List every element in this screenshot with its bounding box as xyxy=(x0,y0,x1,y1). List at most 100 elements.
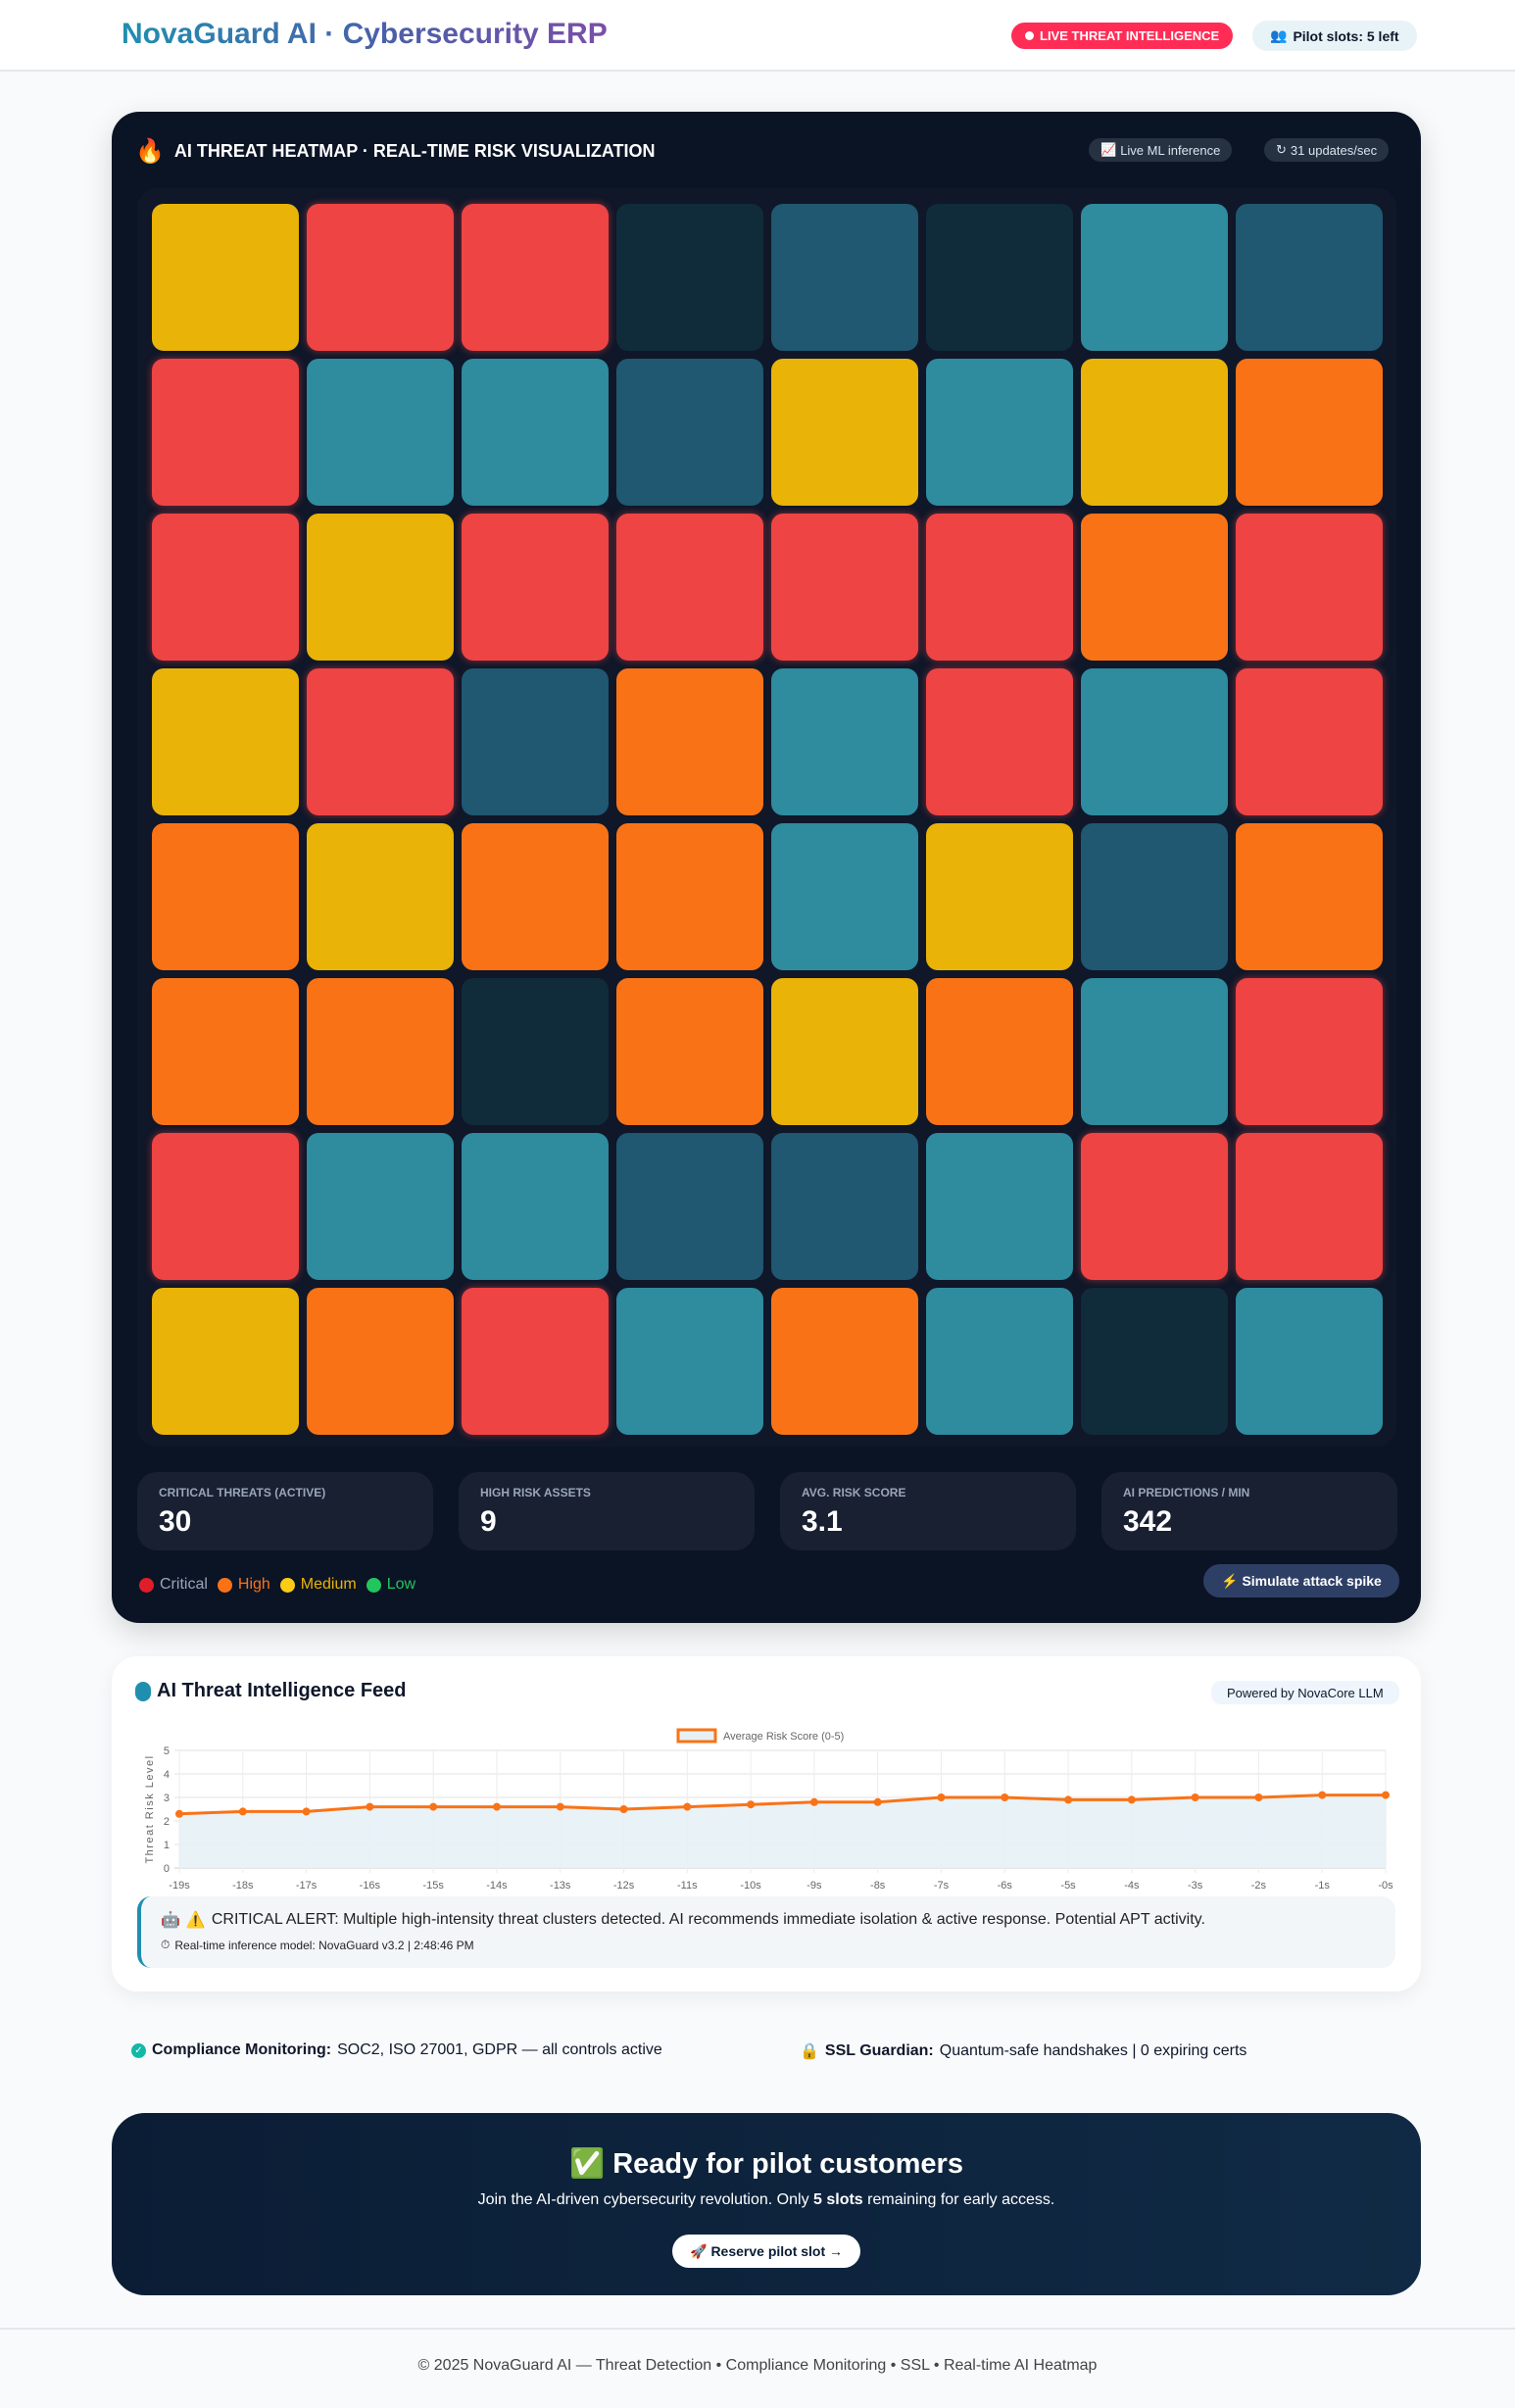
footer-divider xyxy=(0,2328,1515,2330)
heatmap-cell-critical[interactable] xyxy=(152,359,299,506)
legend-item-label: Medium xyxy=(300,1576,357,1593)
heatmap-cell-low_a[interactable] xyxy=(1081,668,1228,815)
heatmap-cell-medium[interactable] xyxy=(307,514,454,661)
heatmap-cell-low_b[interactable] xyxy=(771,1133,918,1280)
heatmap-cell-critical[interactable] xyxy=(771,514,918,661)
stat-label: CRITICAL THREATS (ACTIVE) xyxy=(159,1486,326,1499)
heatmap-cell-high[interactable] xyxy=(307,1288,454,1435)
heatmap-cell-high[interactable] xyxy=(152,978,299,1125)
heatmap-cell-low_a[interactable] xyxy=(616,1288,763,1435)
heatmap-cell-critical[interactable] xyxy=(152,514,299,661)
heatmap-cell-high[interactable] xyxy=(307,978,454,1125)
heatmap-cell-high[interactable] xyxy=(616,978,763,1125)
heatmap-cell-critical[interactable] xyxy=(1236,514,1383,661)
x-tick-label: -19s xyxy=(169,1880,190,1892)
updates-chip: ↻ 31 updates/sec xyxy=(1264,138,1390,162)
heatmap-cell-low_c[interactable] xyxy=(462,978,609,1125)
y-tick-label: 1 xyxy=(164,1840,170,1851)
heatmap-cell-low_a[interactable] xyxy=(462,1133,609,1280)
legend-dot-icon xyxy=(217,1577,232,1593)
heatmap-cell-low_b[interactable] xyxy=(616,1133,763,1280)
stat-value: 9 xyxy=(480,1505,497,1538)
heatmap-cell-high[interactable] xyxy=(462,823,609,970)
heatmap-cell-low_c[interactable] xyxy=(926,204,1073,351)
data-point xyxy=(1001,1794,1009,1801)
heatmap-cell-medium[interactable] xyxy=(152,668,299,815)
heatmap-cell-low_a[interactable] xyxy=(771,823,918,970)
heatmap-cell-critical[interactable] xyxy=(462,514,609,661)
heatmap-cell-critical[interactable] xyxy=(926,514,1073,661)
heatmap-cell-low_b[interactable] xyxy=(1081,823,1228,970)
heatmap-cell-high[interactable] xyxy=(771,1288,918,1435)
heatmap-cell-critical[interactable] xyxy=(926,668,1073,815)
x-tick-label: -6s xyxy=(998,1880,1013,1892)
heatmap-cell-critical[interactable] xyxy=(307,204,454,351)
heatmap-cell-critical[interactable] xyxy=(152,1133,299,1280)
heatmap-cell-low_b[interactable] xyxy=(1236,204,1383,351)
heatmap-cell-critical[interactable] xyxy=(1236,668,1383,815)
heatmap-cell-medium[interactable] xyxy=(1081,359,1228,506)
heatmap-cell-medium[interactable] xyxy=(307,823,454,970)
heatmap-cell-low_b[interactable] xyxy=(616,359,763,506)
legend-swatch xyxy=(676,1728,717,1744)
legend-item-label: High xyxy=(237,1576,270,1593)
users-icon: 👥 xyxy=(1270,27,1288,43)
data-point xyxy=(873,1797,882,1806)
critical-alert: 🤖 ⚠️ CRITICAL ALERT: Multiple high-intensi… xyxy=(137,1896,1395,1968)
footer-text: © 2025 NovaGuard AI — Threat Detection •… xyxy=(417,2357,1098,2374)
heatmap-cell-high[interactable] xyxy=(616,668,763,815)
heatmap-cell-low_a[interactable] xyxy=(1081,978,1228,1125)
heatmap-cell-low_b[interactable] xyxy=(771,204,918,351)
heatmap-cell-low_a[interactable] xyxy=(1081,204,1228,351)
heatmap-cell-high[interactable] xyxy=(152,823,299,970)
heatmap-cell-low_a[interactable] xyxy=(926,359,1073,506)
ssl-label: SSL Guardian: xyxy=(824,2042,934,2059)
heatmap-cell-low_a[interactable] xyxy=(771,668,918,815)
rocket-icon: 🚀 xyxy=(690,2242,708,2259)
heatmap-cell-critical[interactable] xyxy=(1236,978,1383,1125)
heatmap-cell-medium[interactable] xyxy=(926,823,1073,970)
heatmap-cell-high[interactable] xyxy=(1081,514,1228,661)
heatmap-cell-critical[interactable] xyxy=(462,204,609,351)
heatmap-panel xyxy=(137,188,1396,1447)
data-point xyxy=(619,1805,628,1813)
live-ml-chip: 📈 Live ML inference xyxy=(1089,138,1233,162)
live-threat-badge: LIVE THREAT INTELLIGENCE xyxy=(1011,23,1234,49)
heatmap-cell-low_c[interactable] xyxy=(616,204,763,351)
heatmap-cell-low_a[interactable] xyxy=(307,1133,454,1280)
heatmap-card: 🔥 AI THREAT HEATMAP · REAL-TIME RISK VISU… xyxy=(112,112,1421,1623)
heatmap-cell-low_a[interactable] xyxy=(926,1288,1073,1435)
heatmap-cell-critical[interactable] xyxy=(307,668,454,815)
y-tick-label: 0 xyxy=(164,1863,170,1875)
simulate-attack-button[interactable]: ⚡ Simulate attack spike xyxy=(1203,1564,1399,1597)
heatmap-cell-medium[interactable] xyxy=(152,204,299,351)
reserve-pilot-button[interactable]: 🚀 Reserve pilot slot → xyxy=(672,2235,861,2268)
heatmap-cell-medium[interactable] xyxy=(771,978,918,1125)
heatmap-cell-medium[interactable] xyxy=(152,1288,299,1435)
slots-label: Pilot slots: 5 left xyxy=(1293,27,1399,44)
stats-row: CRITICAL THREATS (ACTIVE) 30 HIGH RISK AS… xyxy=(137,1472,1397,1550)
heatmap-cell-low_c[interactable] xyxy=(1081,1288,1228,1435)
heatmap-cell-critical[interactable] xyxy=(616,514,763,661)
robot-icon: 🤖 xyxy=(161,1912,180,1929)
heatmap-cell-high[interactable] xyxy=(1236,359,1383,506)
check-box-icon: ✅ xyxy=(569,2148,606,2180)
heatmap-cell-critical[interactable] xyxy=(1236,1133,1383,1280)
heatmap-cell-high[interactable] xyxy=(1236,823,1383,970)
heatmap-cell-critical[interactable] xyxy=(462,1288,609,1435)
heatmap-cell-critical[interactable] xyxy=(1081,1133,1228,1280)
cta-subtitle: Join the AI-driven cybersecurity revolut… xyxy=(112,2191,1421,2209)
data-point xyxy=(429,1802,438,1811)
heatmap-cell-high[interactable] xyxy=(926,978,1073,1125)
heatmap-cell-low_a[interactable] xyxy=(462,359,609,506)
heatmap-cell-low_b[interactable] xyxy=(462,668,609,815)
heatmap-cell-low_a[interactable] xyxy=(1236,1288,1383,1435)
heatmap-cell-low_a[interactable] xyxy=(926,1133,1073,1280)
heatmap-cell-medium[interactable] xyxy=(771,359,918,506)
data-point xyxy=(302,1807,311,1816)
heatmap-cell-low_a[interactable] xyxy=(307,359,454,506)
stat-ai-predictions: AI PREDICTIONS / MIN 342 xyxy=(1101,1472,1397,1550)
y-axis-label: Threat Risk Level xyxy=(144,1754,156,1863)
lock-icon: 🔒 xyxy=(800,2043,819,2060)
heatmap-cell-high[interactable] xyxy=(616,823,763,970)
